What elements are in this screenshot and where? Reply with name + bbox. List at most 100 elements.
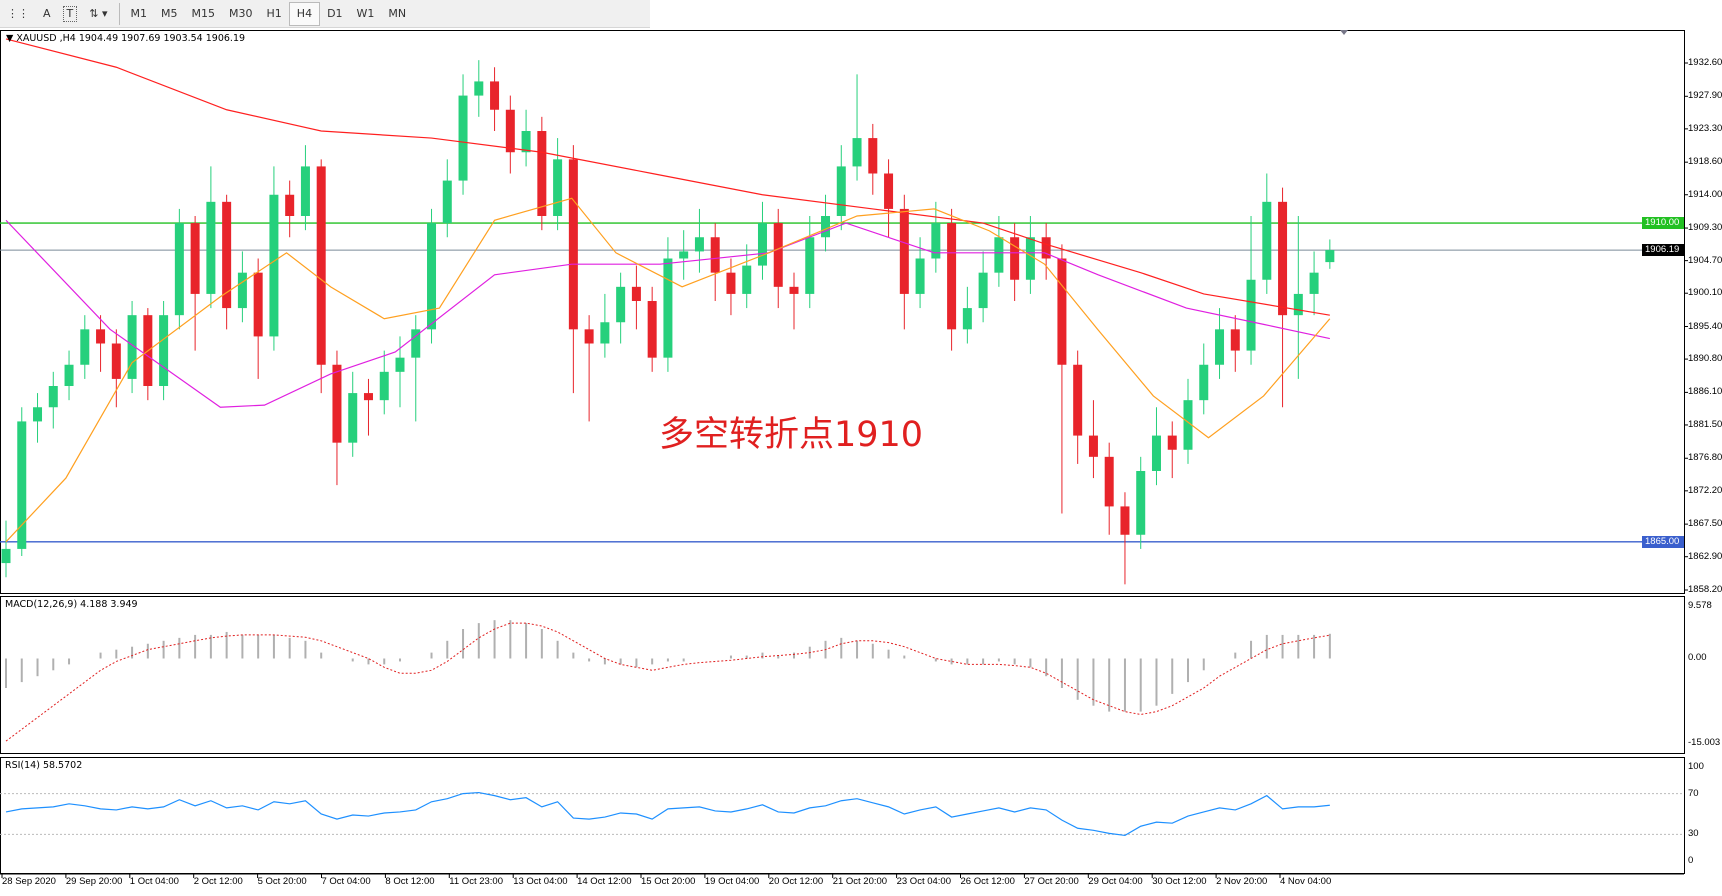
candle-body (899, 208, 909, 294)
candle-body (1057, 258, 1067, 365)
time-label: 2 Nov 20:00 (1216, 876, 1268, 887)
time-label: 29 Sep 20:00 (65, 876, 123, 887)
timeframe-w1[interactable]: W1 (356, 7, 375, 20)
candle-body (458, 95, 468, 181)
time-label: 15 Oct 20:00 (641, 876, 696, 887)
candle-body (1199, 364, 1209, 401)
time-label: 7 Oct 04:00 (321, 876, 371, 887)
symbol-ohlc: XAUUSD ,H4 1904.49 1907.69 1903.54 1906.… (16, 33, 246, 44)
price-label: 1862.90 (1688, 550, 1722, 562)
candle-body (427, 223, 437, 330)
price-label: 1918.60 (1688, 156, 1722, 168)
time-label: 11 Oct 23:00 (449, 876, 503, 887)
candle-body (600, 322, 610, 344)
panel-main (0, 30, 1685, 594)
candle-body (852, 138, 862, 167)
candle-body (521, 131, 531, 153)
candle-body (222, 201, 232, 309)
candle-body (584, 329, 594, 344)
macd-axis-label: 9.578 (1688, 600, 1712, 611)
timeframe-mn[interactable]: MN (388, 7, 407, 20)
candle-body (962, 308, 972, 330)
candle-body (616, 286, 626, 323)
timeframe-bar: M1 M5 M15 M30 H1 H4 D1 W1 MN (124, 1, 414, 26)
candle-body (174, 223, 184, 316)
time-label: 1 Oct 04:00 (129, 876, 179, 887)
timeframe-h1[interactable]: H1 (266, 7, 282, 20)
annotation-text: 多空转折点1910 (659, 415, 924, 455)
time-label: 30 Oct 12:00 (1152, 876, 1207, 887)
price-label: 1923.30 (1688, 122, 1722, 134)
candle-body (1293, 293, 1303, 316)
price-label: 1876.80 (1688, 452, 1722, 464)
price-label: 1914.00 (1688, 188, 1722, 200)
candle-body (300, 166, 310, 216)
time-label: 13 Oct 04:00 (513, 876, 568, 887)
moving-average-2 (5, 197, 1331, 543)
price-label: 1927.90 (1688, 90, 1722, 102)
grid-icon[interactable]: ⋮⋮ (7, 7, 29, 20)
candle-body (647, 301, 657, 358)
candle-body (111, 343, 121, 379)
candle-body (17, 421, 27, 549)
candle-body (978, 272, 988, 309)
time-label: 14 Oct 12:00 (577, 876, 632, 887)
candle-body (379, 371, 389, 401)
rsi-axis-label: 30 (1688, 828, 1699, 840)
price-label: 1890.80 (1688, 353, 1722, 365)
candle-body (757, 223, 767, 266)
time-label: 20 Oct 12:00 (768, 876, 824, 887)
candle-body (285, 194, 295, 216)
time-label: 2 Oct 12:00 (193, 876, 243, 887)
moving-average-1 (5, 219, 1330, 408)
candle-body (316, 166, 326, 365)
candle-body (821, 216, 831, 238)
candle-body (805, 237, 815, 294)
candle-body (679, 251, 689, 259)
price-label: 1858.20 (1688, 584, 1722, 595)
candle-body (884, 173, 894, 209)
timeframe-m5[interactable]: M5 (161, 7, 178, 20)
candle-body (1167, 435, 1177, 450)
candle-body (1278, 201, 1288, 316)
candle-body (190, 223, 200, 294)
time-label: 5 Oct 20:00 (257, 876, 307, 887)
candle-body (1215, 329, 1225, 365)
candle-body (915, 258, 925, 294)
time-label: 23 Oct 04:00 (896, 876, 951, 887)
rsi-axis-label: 100 (1688, 761, 1704, 772)
arrows-icon[interactable]: ⇅ ▾ (89, 7, 108, 20)
candle-body (490, 81, 500, 110)
candle-body (789, 286, 799, 294)
candle-body (48, 386, 58, 408)
timeframe-m15[interactable]: M15 (191, 7, 216, 20)
candle-body (694, 237, 704, 252)
candle-body (710, 237, 720, 273)
candle-body (332, 364, 342, 443)
chart-header: ▼ XAUUSD ,H4 1904.49 1907.69 1903.54 190… (6, 33, 246, 44)
rsi-line (5, 791, 1330, 837)
candle-body (159, 315, 169, 386)
shift-marker-icon (1340, 30, 1348, 35)
candle-body (1041, 237, 1051, 259)
text-label-icon[interactable]: T (62, 5, 78, 22)
price-label: 1895.40 (1688, 320, 1722, 332)
candle-body (237, 272, 247, 309)
candle-body (395, 357, 405, 372)
candle-body (1262, 201, 1272, 280)
candle-body (1309, 272, 1319, 294)
timeframe-m1[interactable]: M1 (130, 7, 148, 20)
candle-body (1325, 250, 1335, 263)
timeframe-h4[interactable]: H4 (288, 1, 321, 26)
candle-body (1120, 506, 1130, 535)
candle-body (726, 272, 736, 294)
candle-body (773, 223, 783, 287)
candle-body (868, 138, 878, 174)
timeframe-m30[interactable]: M30 (229, 7, 253, 20)
timeframe-d1[interactable]: D1 (327, 7, 343, 20)
candle-body (947, 223, 957, 330)
text-icon[interactable]: A (43, 7, 51, 20)
candle-body (631, 286, 641, 301)
time-label: 21 Oct 20:00 (832, 876, 888, 887)
